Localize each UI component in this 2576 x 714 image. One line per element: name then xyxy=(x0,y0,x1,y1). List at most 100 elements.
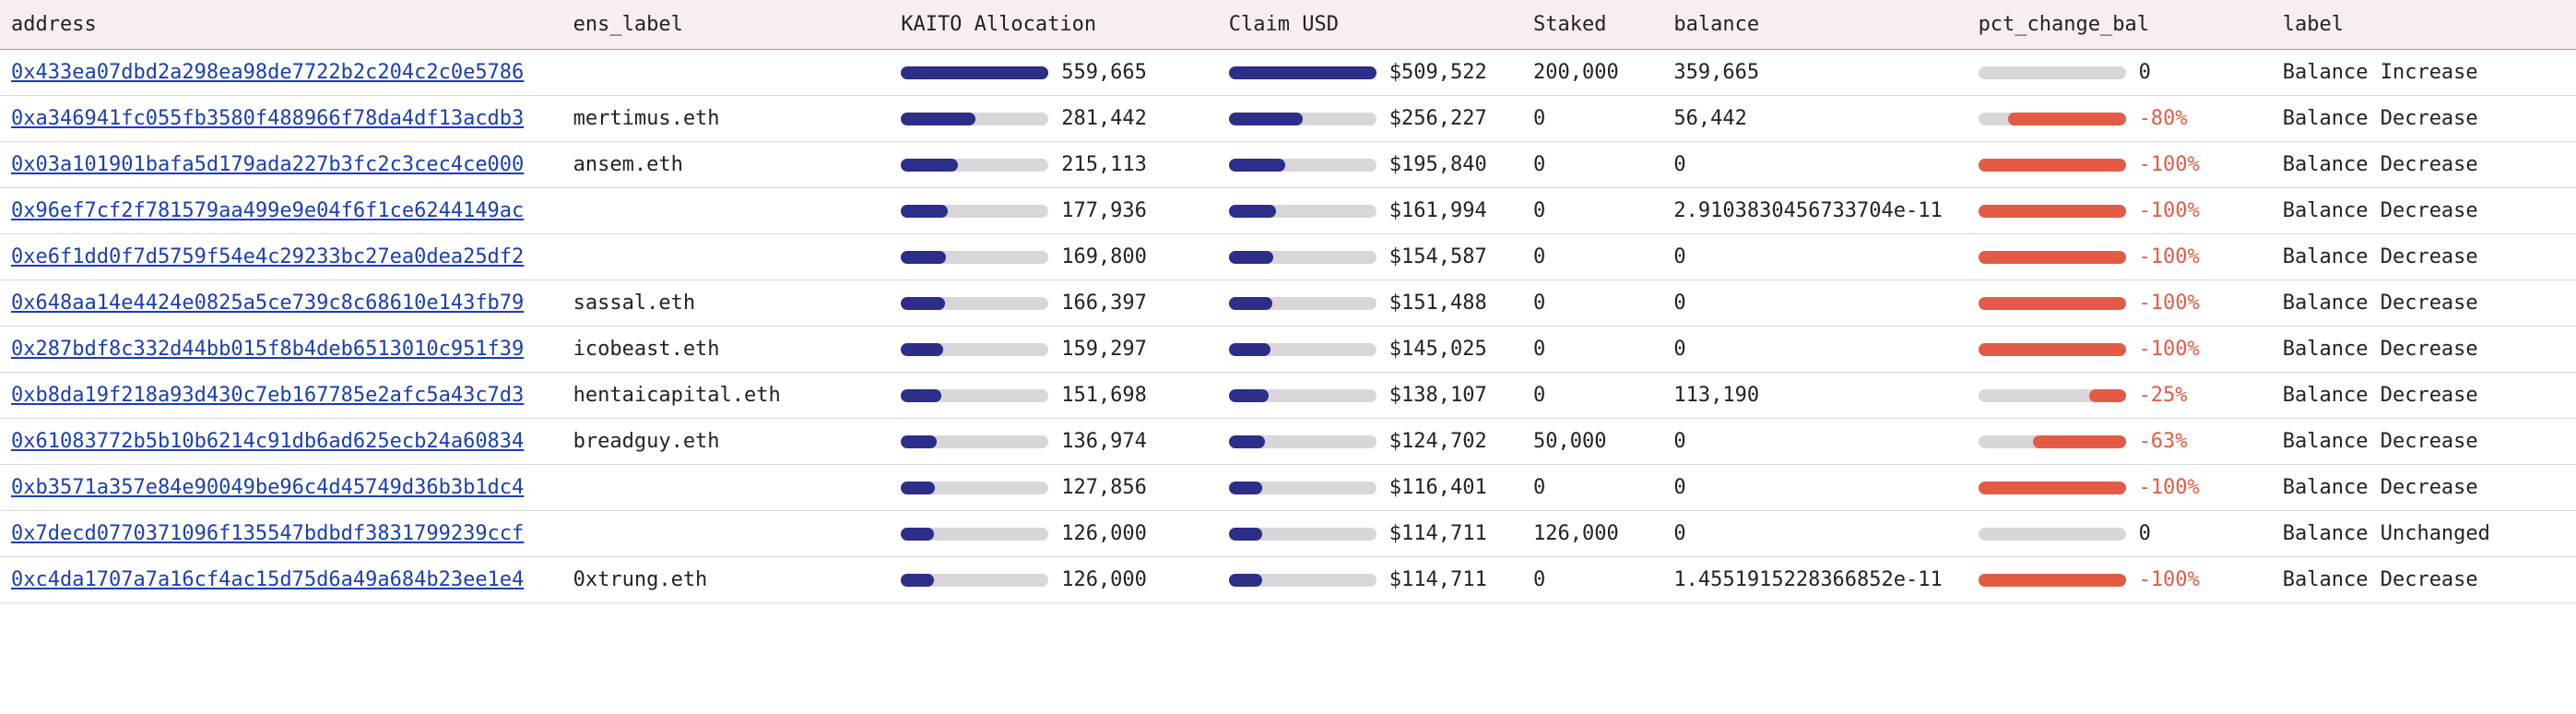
cell-ens-label: ansem.eth xyxy=(562,142,891,188)
cell-label: Balance Decrease xyxy=(2272,280,2576,327)
cell-balance: 359,665 xyxy=(1662,50,1967,96)
cell-claim: $195,840 xyxy=(1218,142,1522,188)
claim-value: $138,107 xyxy=(1389,384,1487,407)
cell-balance: 0 xyxy=(1662,465,1967,511)
claim-value: $114,711 xyxy=(1389,522,1487,545)
table-row: 0x433ea07dbd2a298ea98de7722b2c204c2c0e57… xyxy=(0,50,2576,96)
cell-pct-change: -100% xyxy=(1967,557,2272,603)
table-row: 0x7decd0770371096f135547bdbdf3831799239c… xyxy=(0,511,2576,557)
pct-value: -100% xyxy=(2139,292,2200,315)
cell-pct-change: 0 xyxy=(1967,50,2272,96)
cell-ens-label: mertimus.eth xyxy=(562,96,891,142)
cell-staked: 0 xyxy=(1522,465,1662,511)
pct-value: -100% xyxy=(2139,199,2200,222)
cell-kaito: 159,297 xyxy=(890,327,1218,373)
claim-bar xyxy=(1229,205,1377,218)
cell-address: 0x433ea07dbd2a298ea98de7722b2c204c2c0e57… xyxy=(0,50,562,96)
pct-value: -100% xyxy=(2139,476,2200,499)
pct-value: -100% xyxy=(2139,153,2200,176)
cell-claim: $138,107 xyxy=(1218,373,1522,419)
address-link[interactable]: 0xe6f1dd0f7d5759f54e4c29233bc27ea0dea25d… xyxy=(11,245,524,268)
address-link[interactable]: 0xa346941fc055fb3580f488966f78da4df13acd… xyxy=(11,107,524,130)
address-link[interactable]: 0x96ef7cf2f781579aa499e9e04f6f1ce6244149… xyxy=(11,199,524,222)
claim-bar xyxy=(1229,574,1377,587)
pct-value: -25% xyxy=(2139,384,2188,407)
cell-balance: 113,190 xyxy=(1662,373,1967,419)
cell-ens-label: icobeast.eth xyxy=(562,327,891,373)
cell-staked: 0 xyxy=(1522,327,1662,373)
address-link[interactable]: 0x433ea07dbd2a298ea98de7722b2c204c2c0e57… xyxy=(11,61,524,84)
address-link[interactable]: 0xb8da19f218a93d430c7eb167785e2afc5a43c7… xyxy=(11,384,524,407)
kaito-value: 215,113 xyxy=(1061,153,1147,176)
kaito-bar xyxy=(901,205,1048,218)
pct-value: 0 xyxy=(2139,61,2151,84)
header-pct[interactable]: pct_change_bal xyxy=(1967,0,2272,50)
kaito-value: 169,800 xyxy=(1061,245,1147,268)
claim-value: $509,522 xyxy=(1389,61,1487,84)
address-link[interactable]: 0x61083772b5b10b6214c91db6ad625ecb24a608… xyxy=(11,430,524,453)
cell-label: Balance Decrease xyxy=(2272,234,2576,280)
claim-value: $124,702 xyxy=(1389,430,1487,453)
cell-claim: $116,401 xyxy=(1218,465,1522,511)
kaito-bar xyxy=(901,113,1048,125)
pct-value: -80% xyxy=(2139,107,2188,130)
cell-claim: $256,227 xyxy=(1218,96,1522,142)
cell-label: Balance Decrease xyxy=(2272,96,2576,142)
table-row: 0x287bdf8c332d44bb015f8b4deb6513010c951f… xyxy=(0,327,2576,373)
pct-value: 0 xyxy=(2139,522,2151,545)
header-address[interactable]: address xyxy=(0,0,562,50)
cell-address: 0x287bdf8c332d44bb015f8b4deb6513010c951f… xyxy=(0,327,562,373)
header-kaito[interactable]: KAITO Allocation xyxy=(890,0,1218,50)
cell-kaito: 126,000 xyxy=(890,557,1218,603)
cell-balance: 0 xyxy=(1662,327,1967,373)
cell-pct-change: -100% xyxy=(1967,234,2272,280)
cell-ens-label xyxy=(562,511,891,557)
cell-ens-label xyxy=(562,188,891,234)
claim-value: $145,025 xyxy=(1389,338,1487,361)
cell-label: Balance Unchanged xyxy=(2272,511,2576,557)
kaito-value: 127,856 xyxy=(1061,476,1147,499)
cell-staked: 0 xyxy=(1522,234,1662,280)
claim-bar xyxy=(1229,343,1377,356)
header-claim[interactable]: Claim USD xyxy=(1218,0,1522,50)
kaito-value: 136,974 xyxy=(1061,430,1147,453)
cell-kaito: 559,665 xyxy=(890,50,1218,96)
cell-claim: $145,025 xyxy=(1218,327,1522,373)
kaito-bar xyxy=(901,66,1048,79)
pct-bar xyxy=(1979,389,2126,402)
address-link[interactable]: 0x03a101901bafa5d179ada227b3fc2c3cec4ce0… xyxy=(11,153,524,176)
cell-pct-change: -100% xyxy=(1967,280,2272,327)
cell-balance: 0 xyxy=(1662,419,1967,465)
kaito-bar xyxy=(901,159,1048,172)
cell-ens-label: sassal.eth xyxy=(562,280,891,327)
address-link[interactable]: 0x648aa14e4424e0825a5ce739c8c68610e143fb… xyxy=(11,292,524,315)
cell-label: Balance Decrease xyxy=(2272,557,2576,603)
header-label[interactable]: label xyxy=(2272,0,2576,50)
cell-balance: 56,442 xyxy=(1662,96,1967,142)
header-staked[interactable]: Staked xyxy=(1522,0,1662,50)
cell-claim: $154,587 xyxy=(1218,234,1522,280)
claim-bar xyxy=(1229,251,1377,264)
cell-staked: 0 xyxy=(1522,557,1662,603)
claim-bar xyxy=(1229,435,1377,448)
cell-balance: 0 xyxy=(1662,142,1967,188)
address-link[interactable]: 0x287bdf8c332d44bb015f8b4deb6513010c951f… xyxy=(11,338,524,361)
allocation-table: address ens_label KAITO Allocation Claim… xyxy=(0,0,2576,603)
kaito-value: 126,000 xyxy=(1061,568,1147,591)
cell-address: 0x96ef7cf2f781579aa499e9e04f6f1ce6244149… xyxy=(0,188,562,234)
address-link[interactable]: 0x7decd0770371096f135547bdbdf3831799239c… xyxy=(11,522,524,545)
header-ens-label[interactable]: ens_label xyxy=(562,0,891,50)
pct-bar xyxy=(1979,435,2126,448)
address-link[interactable]: 0xb3571a357e84e90049be96c4d45749d36b3b1d… xyxy=(11,476,524,499)
kaito-value: 151,698 xyxy=(1061,384,1147,407)
cell-kaito: 136,974 xyxy=(890,419,1218,465)
pct-bar xyxy=(1979,574,2126,587)
kaito-value: 559,665 xyxy=(1061,61,1147,84)
claim-bar xyxy=(1229,482,1377,494)
cell-staked: 126,000 xyxy=(1522,511,1662,557)
cell-ens-label: breadguy.eth xyxy=(562,419,891,465)
kaito-value: 166,397 xyxy=(1061,292,1147,315)
header-balance[interactable]: balance xyxy=(1662,0,1967,50)
address-link[interactable]: 0xc4da1707a7a16cf4ac15d75d6a49a684b23ee1… xyxy=(11,568,524,591)
table-row: 0xc4da1707a7a16cf4ac15d75d6a49a684b23ee1… xyxy=(0,557,2576,603)
